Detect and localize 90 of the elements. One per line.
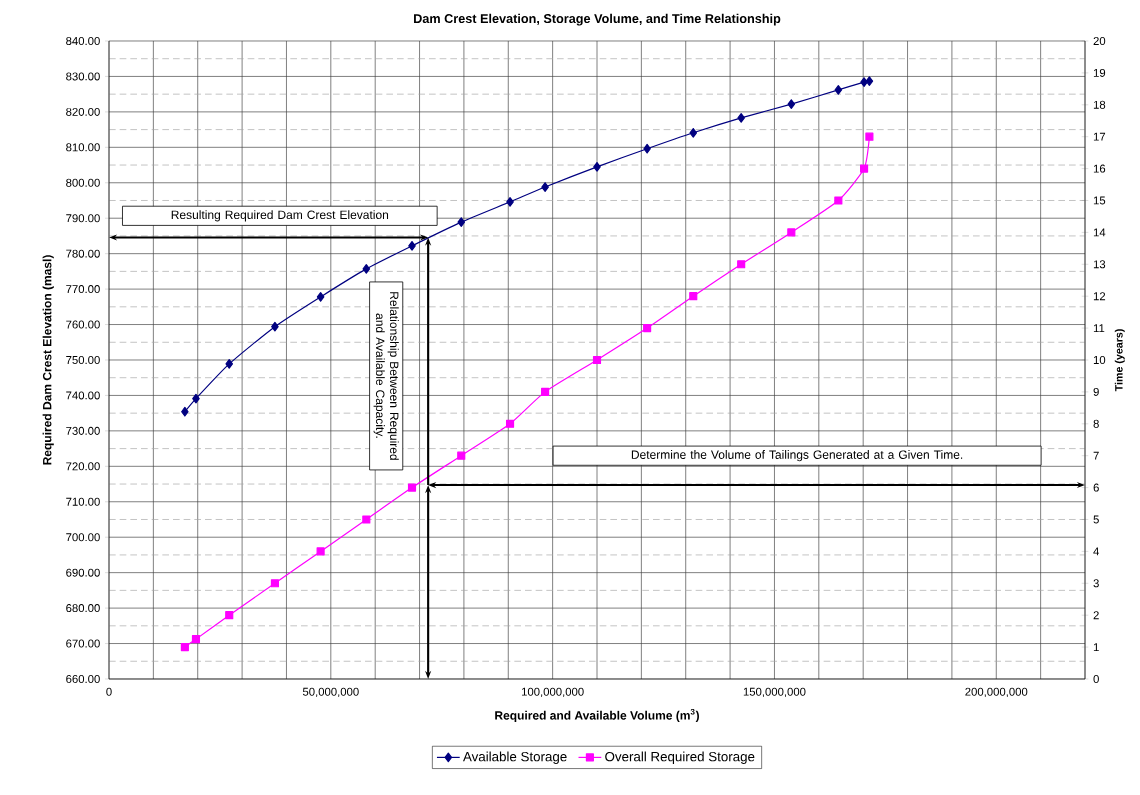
chart-title: Dam Crest Elevation, Storage Volume, and Time Relationship bbox=[414, 13, 781, 26]
y2-tick-label: 20 bbox=[1093, 36, 1106, 45]
point bbox=[407, 483, 417, 492]
point bbox=[316, 547, 325, 556]
y2-tick-label: 17 bbox=[1093, 132, 1106, 141]
y2-tick-label: 3 bbox=[1093, 579, 1099, 588]
y-tick-label: 680.00 bbox=[66, 604, 100, 613]
x-axis-title: Required and Available Volume (m$^{3}$) bbox=[495, 708, 699, 723]
y2-tick-label: 13 bbox=[1093, 260, 1106, 269]
y2-tick-label: 6 bbox=[1093, 483, 1099, 492]
point bbox=[643, 324, 652, 333]
y2-tick-label: 18 bbox=[1093, 100, 1106, 109]
x-tick-label: 150,000,000 bbox=[743, 687, 806, 698]
point bbox=[362, 515, 371, 524]
y-tick-label: 750.00 bbox=[66, 355, 100, 364]
y2-tick-label: 9 bbox=[1093, 387, 1099, 396]
point bbox=[457, 451, 466, 460]
point bbox=[541, 182, 549, 192]
y-tick-label: 710.00 bbox=[66, 497, 100, 506]
point bbox=[316, 292, 325, 302]
point bbox=[271, 321, 279, 332]
point bbox=[737, 260, 746, 269]
y2-tick-label: 14 bbox=[1093, 228, 1106, 237]
point bbox=[860, 77, 868, 87]
y-tick-label: 660.00 bbox=[66, 674, 100, 683]
point bbox=[834, 85, 843, 95]
annotation: Relationship Between Required and Available Capacity. bbox=[373, 292, 399, 460]
point bbox=[541, 387, 550, 396]
y2-tick-label: 1 bbox=[1093, 643, 1099, 651]
point bbox=[225, 359, 234, 369]
point bbox=[737, 113, 745, 123]
y-tick-label: 760.00 bbox=[66, 320, 100, 329]
y-tick-label: 820.00 bbox=[66, 107, 100, 116]
point bbox=[593, 161, 601, 172]
y2-tick-label: 10 bbox=[1093, 355, 1106, 364]
x-tick-label: 100,000,000 bbox=[521, 687, 584, 698]
y-tick-label: 840.00 bbox=[66, 36, 100, 45]
y-tick-label: 700.00 bbox=[66, 533, 100, 542]
legend-label: Available Storage bbox=[463, 751, 567, 764]
x-tick-label: 0 bbox=[106, 687, 112, 696]
point bbox=[192, 393, 200, 404]
legend-label: Overall Required Storage bbox=[605, 751, 755, 764]
point bbox=[505, 419, 515, 428]
y-tick-label: 810.00 bbox=[66, 143, 100, 152]
y2-tick-label: 7 bbox=[1093, 451, 1099, 460]
y-axis-title: Required Dam Crest Elevation (masl) bbox=[42, 255, 54, 465]
y2-tick-label: 16 bbox=[1093, 164, 1106, 173]
y-tick-label: 770.00 bbox=[66, 285, 100, 294]
point bbox=[506, 197, 514, 207]
y2-tick-label: 11 bbox=[1093, 324, 1105, 332]
y-tick-label: 800.00 bbox=[66, 178, 100, 187]
point bbox=[180, 643, 189, 652]
y-tick-label: 790.00 bbox=[66, 214, 100, 223]
point bbox=[643, 143, 651, 154]
point bbox=[860, 164, 869, 173]
point bbox=[865, 76, 874, 86]
y-tick-label: 740.00 bbox=[66, 391, 100, 400]
y2-tick-label: 12 bbox=[1093, 292, 1106, 301]
point bbox=[787, 228, 796, 237]
point bbox=[787, 99, 796, 109]
point bbox=[225, 611, 234, 620]
y-tick-label: 720.00 bbox=[66, 462, 100, 471]
point bbox=[181, 406, 189, 417]
point bbox=[191, 635, 201, 644]
point bbox=[408, 240, 416, 251]
point bbox=[865, 132, 874, 141]
y-tick-label: 670.00 bbox=[66, 639, 100, 648]
y-tick-label: 830.00 bbox=[66, 72, 100, 81]
point bbox=[270, 579, 279, 588]
y-tick-label: 730.00 bbox=[66, 426, 100, 435]
annotation: Determine the Volume of Tailings Generated at a Given Time. bbox=[631, 450, 963, 462]
y2-tick-label: 2 bbox=[1093, 611, 1099, 620]
y2-tick-label: 15 bbox=[1093, 196, 1106, 205]
y-tick-label: 690.00 bbox=[66, 568, 100, 577]
point bbox=[689, 292, 698, 301]
point bbox=[362, 264, 371, 274]
point bbox=[689, 127, 698, 138]
x-tick-label: 50,000,000 bbox=[302, 687, 359, 698]
y2-tick-label: 8 bbox=[1093, 419, 1099, 428]
x-tick-label: 200,000,000 bbox=[965, 687, 1028, 698]
y2-tick-label: 19 bbox=[1093, 68, 1106, 77]
point bbox=[834, 196, 843, 205]
y-tick-label: 780.00 bbox=[66, 249, 100, 258]
y2-tick-label: 0 bbox=[1093, 674, 1099, 683]
point bbox=[457, 217, 466, 227]
y2-tick-label: 4 bbox=[1093, 547, 1100, 556]
y2-axis-title: Time (years) bbox=[1114, 329, 1125, 392]
annotation: Resulting Required Dam Crest Elevation bbox=[171, 210, 389, 222]
y2-tick-label: 5 bbox=[1093, 515, 1099, 524]
point bbox=[592, 355, 602, 365]
